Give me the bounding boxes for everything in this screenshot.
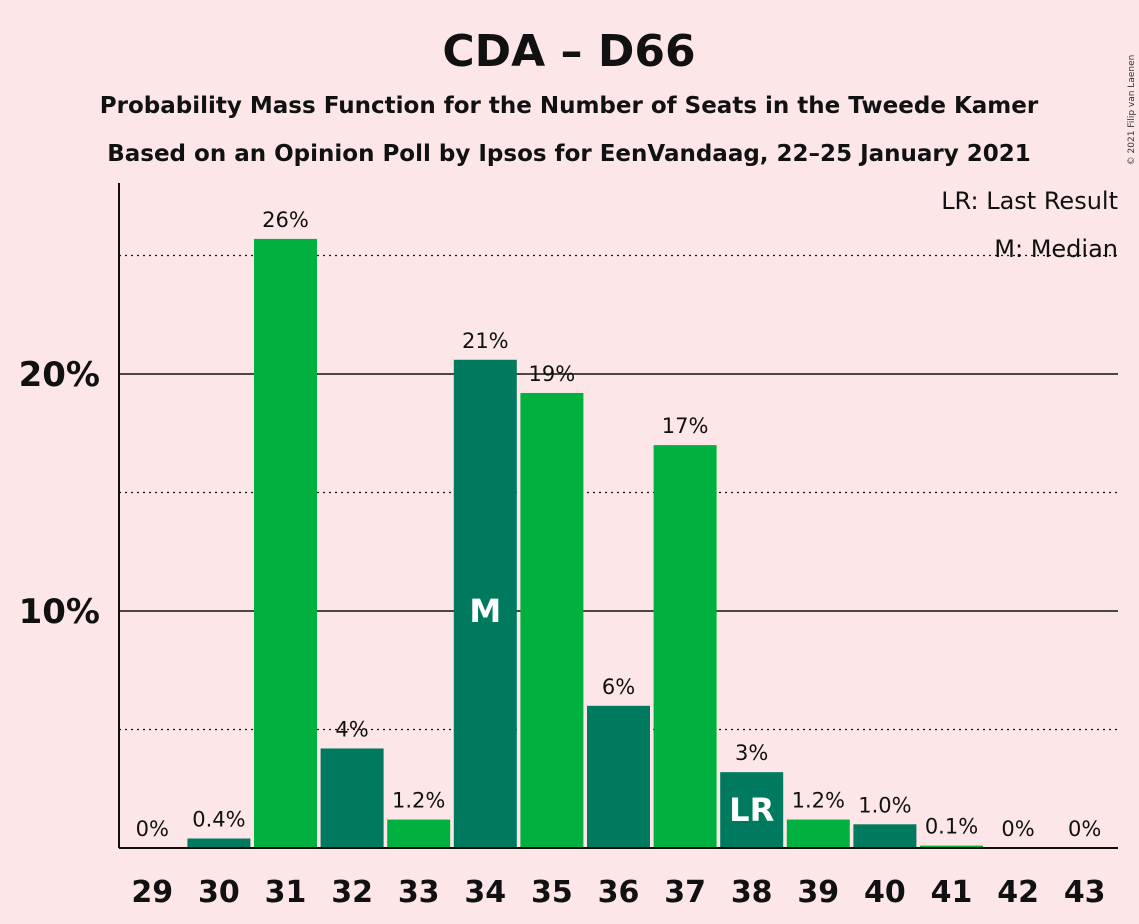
bar-31 xyxy=(254,238,317,848)
data-label-35: 19% xyxy=(529,362,576,386)
x-tick-label-38: 38 xyxy=(731,875,773,910)
x-tick-label-36: 36 xyxy=(598,875,640,910)
bars: 0% 0.4% 26% 4% 1.2% 21% M 19% 6% 17% 3% LR 1.2% 1.0% 0… xyxy=(136,208,1101,848)
bar-37 xyxy=(653,445,717,848)
data-label-29: 0% xyxy=(136,817,169,841)
data-label-37: 17% xyxy=(662,414,709,438)
bar-35 xyxy=(520,392,584,848)
data-label-38: 3% xyxy=(735,741,768,765)
legend-last-result: LR: Last Result xyxy=(941,187,1118,215)
x-tick-label-37: 37 xyxy=(664,875,706,910)
data-label-34: 21% xyxy=(462,329,509,353)
data-label-36: 6% xyxy=(602,675,635,699)
data-label-40: 1.0% xyxy=(858,793,911,817)
legend-median: M: Median xyxy=(994,235,1118,263)
data-label-32: 4% xyxy=(335,717,368,741)
chart-subtitle-line-1: Probability Mass Function for the Number… xyxy=(100,93,1039,119)
x-tick-label-34: 34 xyxy=(464,875,506,910)
bar-39 xyxy=(786,819,850,848)
x-tick-label-32: 32 xyxy=(331,875,373,910)
bar-41 xyxy=(920,845,983,848)
x-tick-label-33: 33 xyxy=(398,875,440,910)
y-axis-ticks: 10% 20% xyxy=(19,355,100,632)
bar-33 xyxy=(387,819,451,848)
bar-38 xyxy=(720,772,784,848)
bar-34 xyxy=(453,359,517,848)
copyright-note: © 2021 Filip van Laenen xyxy=(1127,55,1137,166)
data-label-31: 26% xyxy=(262,208,309,232)
data-label-42: 0% xyxy=(1001,817,1034,841)
y-tick-label: 20% xyxy=(19,355,100,395)
bar-40 xyxy=(853,824,917,848)
x-tick-label-40: 40 xyxy=(864,875,906,910)
data-label-33: 1.2% xyxy=(392,789,445,813)
x-tick-label-43: 43 xyxy=(1064,875,1106,910)
median-marker: M xyxy=(469,592,501,630)
bar-36 xyxy=(587,705,650,848)
x-tick-label-42: 42 xyxy=(997,875,1039,910)
bar-32 xyxy=(320,748,384,848)
x-tick-label-41: 41 xyxy=(931,875,973,910)
last-result-marker: LR xyxy=(729,791,774,829)
bar-30 xyxy=(187,838,251,848)
data-label-39: 1.2% xyxy=(792,789,845,813)
data-label-43: 0% xyxy=(1068,817,1101,841)
x-tick-label-30: 30 xyxy=(198,875,240,910)
chart-subtitle-line-2: Based on an Opinion Poll by Ipsos for Ee… xyxy=(107,141,1031,167)
x-tick-label-35: 35 xyxy=(531,875,573,910)
x-tick-label-29: 29 xyxy=(131,875,173,910)
x-tick-label-31: 31 xyxy=(265,875,307,910)
x-tick-label-39: 39 xyxy=(797,875,839,910)
x-axis-ticks: 29 30 31 32 33 34 35 36 37 38 39 40 41 42 43 xyxy=(131,875,1105,910)
y-tick-label: 10% xyxy=(19,592,100,632)
data-label-41: 0.1% xyxy=(925,815,978,839)
data-label-30: 0.4% xyxy=(192,808,245,832)
chart-title: CDA – D66 xyxy=(442,26,695,77)
